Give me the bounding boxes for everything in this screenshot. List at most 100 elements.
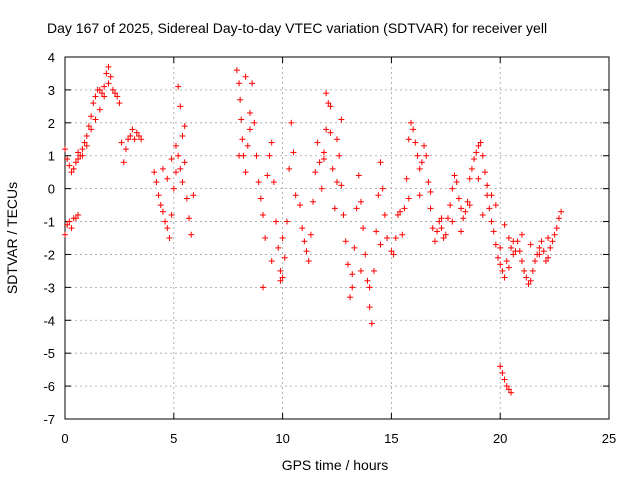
data-point xyxy=(488,192,495,199)
data-point xyxy=(458,205,465,212)
x-tick-label: 10 xyxy=(275,431,289,446)
y-tick-label: 2 xyxy=(48,116,55,131)
data-point xyxy=(323,90,330,97)
data-point xyxy=(497,244,504,251)
data-point xyxy=(70,165,77,172)
data-point xyxy=(338,182,345,189)
data-point xyxy=(551,231,558,238)
data-point xyxy=(499,369,506,376)
data-point xyxy=(90,100,97,107)
data-point xyxy=(290,149,297,156)
data-point xyxy=(81,139,88,146)
data-point xyxy=(262,235,269,241)
data-point xyxy=(377,241,384,248)
data-point xyxy=(529,267,536,274)
data-point xyxy=(501,376,508,383)
data-point xyxy=(538,238,545,245)
data-point xyxy=(159,208,166,215)
data-point xyxy=(299,225,306,232)
data-point xyxy=(449,218,456,225)
y-tick-label: 0 xyxy=(48,182,55,197)
data-point xyxy=(418,159,425,166)
data-point xyxy=(438,225,445,232)
data-point xyxy=(109,86,116,93)
data-point xyxy=(542,258,549,265)
data-point xyxy=(170,185,177,192)
data-point xyxy=(260,284,267,291)
data-point xyxy=(175,83,182,90)
y-tick-label: -4 xyxy=(43,313,55,328)
data-point xyxy=(314,139,321,146)
data-points xyxy=(62,63,565,396)
data-point xyxy=(501,221,508,228)
data-point xyxy=(286,165,293,172)
data-point xyxy=(464,198,471,205)
data-point xyxy=(88,113,95,120)
data-point xyxy=(442,231,449,238)
data-point xyxy=(179,179,186,186)
data-point xyxy=(555,215,562,222)
data-point xyxy=(366,304,373,311)
data-point xyxy=(492,202,499,209)
data-point xyxy=(508,244,515,251)
data-point xyxy=(479,211,486,218)
data-point xyxy=(305,258,312,265)
data-point xyxy=(558,208,565,215)
y-tick-label: -2 xyxy=(43,247,55,262)
data-point xyxy=(114,93,121,100)
data-point xyxy=(477,139,484,146)
data-point xyxy=(279,235,286,241)
data-point xyxy=(344,261,351,268)
data-point xyxy=(501,274,508,281)
data-point xyxy=(127,132,134,139)
data-point xyxy=(66,162,73,169)
data-point xyxy=(310,198,317,205)
data-point xyxy=(318,185,325,192)
data-point xyxy=(255,179,262,186)
data-point xyxy=(172,142,179,149)
data-point xyxy=(133,129,140,136)
data-point xyxy=(246,126,253,133)
data-point xyxy=(488,218,495,225)
data-point xyxy=(233,67,240,74)
data-point xyxy=(521,267,528,274)
data-point xyxy=(277,277,284,284)
data-point xyxy=(536,244,543,251)
data-point xyxy=(377,159,384,166)
data-point xyxy=(168,211,175,218)
data-point xyxy=(75,211,82,218)
data-point xyxy=(96,86,103,93)
y-tick-label: -1 xyxy=(43,215,55,230)
data-point xyxy=(164,225,171,232)
data-point xyxy=(244,142,251,149)
data-point xyxy=(181,159,188,166)
data-point xyxy=(527,277,534,284)
data-point xyxy=(468,165,475,172)
data-point xyxy=(399,231,406,238)
data-point xyxy=(72,215,79,222)
x-tick-label: 20 xyxy=(493,431,507,446)
data-point xyxy=(545,254,552,261)
data-point xyxy=(525,281,532,288)
data-point xyxy=(523,274,530,281)
data-point xyxy=(357,267,364,274)
data-point xyxy=(96,106,103,113)
data-point xyxy=(303,248,310,255)
data-point xyxy=(373,228,380,235)
data-point xyxy=(336,152,343,159)
data-point xyxy=(349,284,356,291)
data-point xyxy=(495,254,502,261)
data-point xyxy=(159,165,166,172)
data-point xyxy=(101,83,108,90)
data-point xyxy=(505,386,512,393)
data-point xyxy=(532,258,539,265)
data-point xyxy=(166,235,173,241)
data-point xyxy=(88,126,95,133)
data-point xyxy=(447,202,454,209)
data-point xyxy=(316,159,323,166)
data-point xyxy=(475,175,482,182)
data-point xyxy=(116,100,123,107)
data-point xyxy=(75,149,82,156)
y-tick-label: 4 xyxy=(48,50,55,65)
data-point xyxy=(431,238,438,245)
